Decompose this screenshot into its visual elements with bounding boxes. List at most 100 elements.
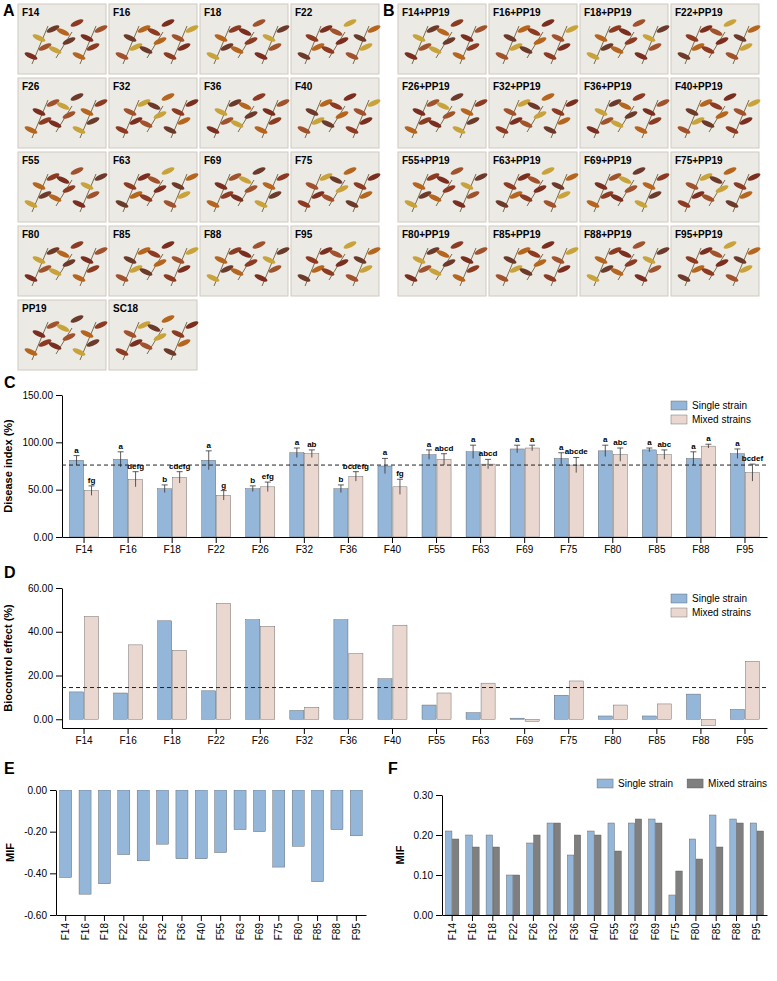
significance-letter: a [530, 435, 535, 444]
photo-tile: SC18 [109, 300, 199, 370]
leaf-decoration [153, 258, 168, 269]
x-tick-mark [553, 915, 554, 921]
error-bar-stem [355, 472, 356, 481]
leaf-decoration [48, 267, 63, 278]
photo-label: F95 [295, 229, 313, 240]
x-tick-mark [392, 728, 393, 734]
leaf-decoration [86, 116, 101, 127]
bar [202, 691, 216, 719]
leaf-decoration [305, 181, 320, 192]
bar [486, 835, 492, 915]
x-tick-label: F32 [157, 923, 168, 941]
leaf-decoration [634, 51, 649, 62]
error-bar-stem [649, 448, 650, 452]
y-axis-line [62, 396, 63, 538]
x-axis-line [443, 915, 768, 916]
photo-background [671, 4, 759, 74]
error-bar-cap [133, 471, 139, 472]
x-tick-label: F32 [296, 735, 314, 746]
y-tick: -0.60 [24, 910, 56, 921]
bar [312, 790, 324, 882]
leaf-decoration [725, 273, 740, 284]
leaf-decoration [171, 33, 186, 44]
leaf-decoration [412, 107, 427, 118]
leaf-decoration [329, 175, 344, 186]
leaf-decoration [733, 33, 748, 44]
x-tick-mark [656, 537, 657, 543]
bar [437, 459, 451, 537]
bar [598, 716, 612, 719]
leaf-decoration [436, 249, 451, 260]
leaf-decoration [367, 246, 382, 257]
x-tick: F85 [711, 915, 722, 940]
x-tick-mark [84, 537, 85, 543]
leaf-decoration [24, 51, 39, 62]
leaf-decoration [747, 98, 762, 109]
significance-letter: b [162, 475, 167, 484]
leaf-decoration [677, 199, 692, 210]
x-tick-label: F85 [312, 923, 323, 941]
photo-label: SC18 [113, 303, 138, 314]
x-tick-label: F63 [472, 735, 490, 746]
bar [118, 790, 130, 855]
x-tick-mark [172, 728, 173, 734]
leaf-decoration [632, 18, 647, 29]
photo-background [200, 78, 288, 148]
error-bar [89, 486, 95, 495]
leaf-decoration [80, 33, 95, 44]
x-tick-mark [348, 728, 349, 734]
photo-tile: F16+PP19 [489, 4, 579, 74]
leaf-decoration [495, 273, 510, 284]
leaf-decoration [24, 125, 39, 136]
leaf-decoration [238, 27, 253, 38]
leaf-decoration [367, 172, 382, 183]
legend: Single strainMixed strains [671, 593, 751, 618]
legend-label: Single strain [692, 400, 747, 411]
leaf-decoration [557, 264, 572, 275]
error-bar-cap [353, 471, 359, 472]
leaf-decoration [171, 107, 186, 118]
x-tick: F63 [235, 915, 246, 940]
panel-letter: E [4, 760, 15, 777]
y-axis-title: MIF [4, 843, 16, 862]
photo-background [18, 226, 106, 296]
leaf-decoration [24, 199, 39, 210]
leaf-decoration [80, 181, 95, 192]
stem-decoration [618, 32, 634, 58]
x-tick-label: F80 [604, 735, 622, 746]
leaf-decoration [24, 347, 39, 358]
leaf-decoration [723, 166, 738, 177]
photo-tile: F88+PP19 [580, 226, 670, 296]
photo-background [580, 152, 668, 222]
leaf-decoration [62, 184, 77, 195]
leaf-decoration [747, 246, 762, 257]
leaf-decoration [139, 193, 154, 204]
photo-tile: F36 [200, 78, 290, 148]
photo-label: F40 [295, 81, 313, 92]
leaf-decoration [460, 255, 475, 266]
leaf-decoration [276, 98, 291, 109]
leaf-decoration [262, 107, 277, 118]
error-bar [353, 472, 359, 481]
leaf-decoration [624, 36, 639, 47]
x-tick-label: F85 [711, 923, 722, 941]
photo-tile: F22+PP19 [671, 4, 761, 74]
significance-letter: a [74, 446, 79, 455]
leaf-decoration [345, 51, 360, 62]
x-tick: F14 [75, 728, 93, 746]
photo-background [489, 226, 577, 296]
photo-label: F22 [295, 7, 313, 18]
x-tick-label: F69 [650, 923, 661, 941]
y-tick-label: 0.00 [34, 714, 54, 725]
y-tick-mark [436, 835, 442, 836]
bar [710, 815, 716, 915]
leaf-decoration [466, 264, 481, 275]
significance-letter: a [515, 435, 520, 444]
leaf-decoration [206, 51, 221, 62]
leaf-decoration [72, 125, 87, 136]
significance-letter: a [295, 438, 300, 447]
x-tick-label: F75 [670, 923, 681, 941]
x-tick: F22 [508, 915, 519, 940]
leaf-decoration [268, 190, 283, 201]
error-bar [426, 450, 432, 459]
